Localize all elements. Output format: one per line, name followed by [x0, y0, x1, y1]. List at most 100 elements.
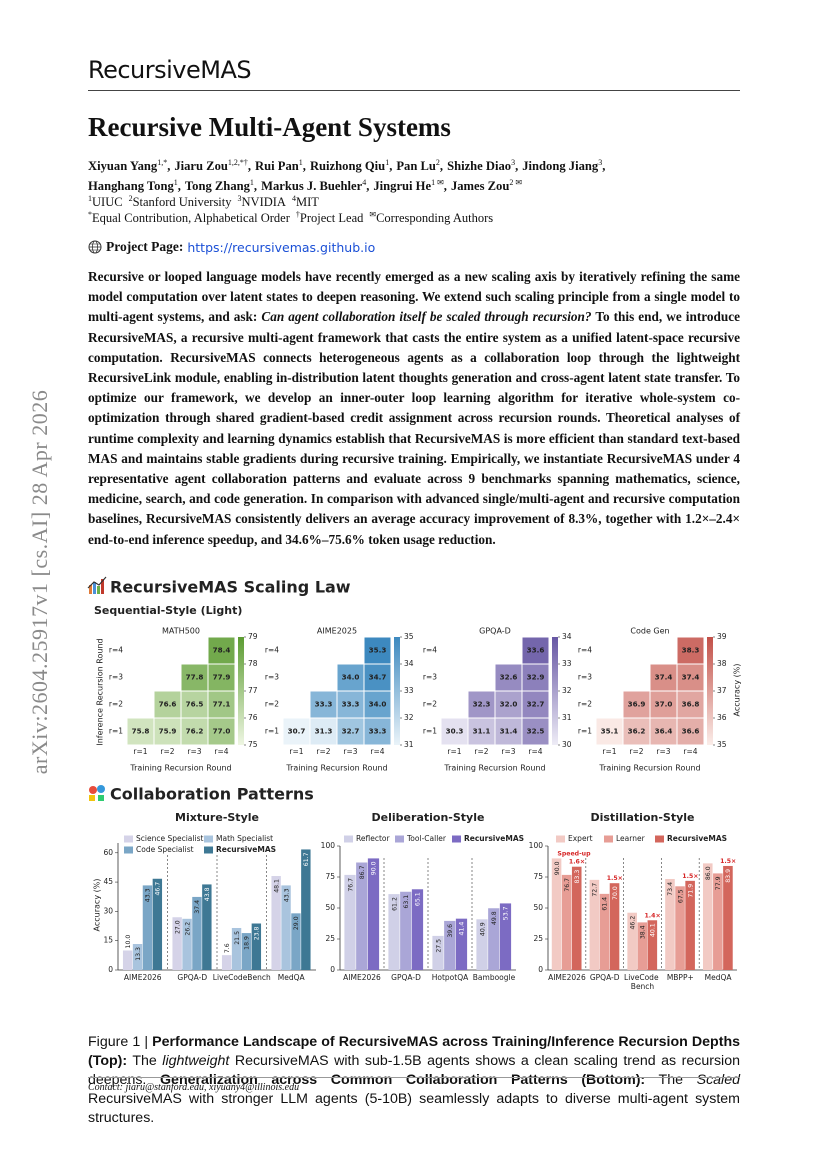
bar [388, 894, 400, 970]
author: Rui Pan1, [255, 158, 306, 173]
author-name: Xiyuan Yang [88, 159, 158, 173]
heatmap-cell [494, 663, 523, 692]
colorbar-tick-label: 31 [562, 713, 572, 722]
bar [221, 955, 232, 970]
legend-label: Math Specialist [216, 834, 273, 843]
author-name: Rui Pan [255, 159, 299, 173]
y-axis-label: Accuracy (%) [93, 879, 102, 932]
column-label: r=4 [683, 747, 697, 756]
bar [251, 923, 262, 970]
x-axis-label: Training Recursion Round [598, 764, 700, 773]
x-tick-label: LiveCode Bench [624, 973, 661, 991]
section-heading: RecursiveMAS Scaling Law [110, 578, 351, 597]
x-tick-label: GPQA-D [177, 973, 207, 982]
cell-label: 76.6 [159, 700, 177, 709]
bar [432, 935, 444, 970]
note-text: Equal Contribution, Alphabetical Order [92, 211, 290, 225]
value-label: 40.9 [479, 922, 486, 936]
x-axis-label: Training Recursion Round [129, 764, 231, 773]
author-separator: , [177, 179, 181, 193]
heatmap-cell [676, 690, 705, 719]
cell-label: 35.1 [601, 727, 619, 736]
legend-swatch [655, 835, 664, 843]
note: ✉Corresponding Authors [369, 210, 493, 225]
row-label: r=4 [423, 646, 437, 655]
author-separator: , [167, 159, 171, 173]
author: Hanghang Tong1, [88, 178, 181, 193]
colorbar-tick-label: 30 [562, 740, 572, 749]
logo: RecursiveMAS [88, 56, 252, 84]
row-label: r=1 [578, 727, 592, 736]
author-name: Pan Lu [396, 159, 436, 173]
heatmap-cell [363, 690, 392, 719]
cell-label: 37.4 [655, 673, 673, 682]
colorbar-label: Accuracy (%) [733, 664, 742, 717]
value-label: 67.5 [677, 889, 684, 903]
cell-label: 34.0 [369, 700, 387, 709]
bar [301, 849, 311, 970]
colorbar-tick-label: 35 [404, 632, 414, 641]
bar [551, 858, 562, 970]
value-label: 10.0 [125, 935, 132, 949]
cell-label: 76.5 [186, 700, 204, 709]
caption-bold: Performance Landscape of RecursiveMAS ac… [88, 1034, 740, 1069]
abstract-question: Can agent collaboration itself be scaled… [261, 309, 592, 325]
y-tick-label: 45 [103, 877, 113, 886]
y-tick-label: 100 [529, 841, 544, 850]
value-label: 26.2 [184, 922, 191, 936]
heatmap-cell [521, 690, 550, 719]
project-link[interactable]: https://recursivemas.github.io [187, 239, 376, 255]
value-label: 27.5 [435, 939, 442, 953]
speedup-label: 1.5× [607, 875, 623, 882]
column-label: r=2 [316, 747, 330, 756]
author: Ruizhong Qiu1, [310, 158, 392, 173]
cell-label: 36.9 [628, 700, 646, 709]
caption-text: RecursiveMAS with stronger LLM agents (5… [88, 1091, 740, 1126]
note-mark: * [88, 209, 92, 219]
row-label: r=4 [109, 646, 123, 655]
value-label: 23.8 [254, 926, 261, 940]
scaling-icon [87, 576, 107, 594]
chart-title: Deliberation-Style [372, 811, 485, 824]
project-label: Project Page: [106, 239, 184, 254]
legend-label: RecursiveMAS [667, 834, 727, 843]
author: Pan Lu2, [396, 158, 443, 173]
author: Jindong Jiang3, [522, 158, 605, 173]
cell-label: 30.7 [288, 727, 306, 736]
legend-label: Science Specialist [136, 834, 203, 843]
globe-icon [88, 240, 102, 254]
value-label: 46.2 [629, 916, 636, 930]
affiliation: 2Stanford University [128, 193, 232, 209]
value-label: 39.6 [447, 924, 454, 938]
bar [411, 889, 424, 970]
figure: RecursiveMAS Scaling Law Sequential-Styl… [87, 576, 742, 991]
affiliation-mark: 2 [128, 193, 133, 203]
heatmap-cell [521, 717, 550, 746]
cell-label: 75.8 [132, 727, 150, 736]
value-label: 83.3 [574, 870, 581, 884]
value-label: 71.9 [687, 884, 694, 898]
row-label: r=3 [109, 673, 123, 682]
colorbar-tick-label: 34 [562, 632, 572, 641]
author: Tong Zhang1, [185, 178, 257, 193]
cell-label: 31.1 [473, 727, 491, 736]
row-label: r=3 [578, 673, 592, 682]
author-affiliation: 1,* [157, 157, 168, 167]
author-name: Hanghang Tong [88, 179, 174, 193]
cell-label: 31.4 [500, 727, 518, 736]
heatmap-cell [676, 636, 705, 665]
author-affiliation: 3 [511, 157, 516, 167]
bar [122, 950, 133, 970]
x-tick-label: AIME2026 [124, 973, 162, 982]
chart-title: Mixture-Style [175, 811, 259, 824]
value-label: 7.6 [224, 943, 231, 953]
bar [344, 874, 356, 970]
author-separator: , [515, 159, 519, 173]
abstract-text: Recursive or looped language models have… [88, 269, 740, 325]
value-label: 43.3 [145, 888, 152, 902]
heatmap-cell [180, 663, 209, 692]
y-tick-label: 0 [330, 965, 335, 974]
contact-label: Contact: [88, 1082, 123, 1093]
row-label: r=1 [423, 727, 437, 736]
colorbar-tick-label: 32 [404, 713, 414, 722]
